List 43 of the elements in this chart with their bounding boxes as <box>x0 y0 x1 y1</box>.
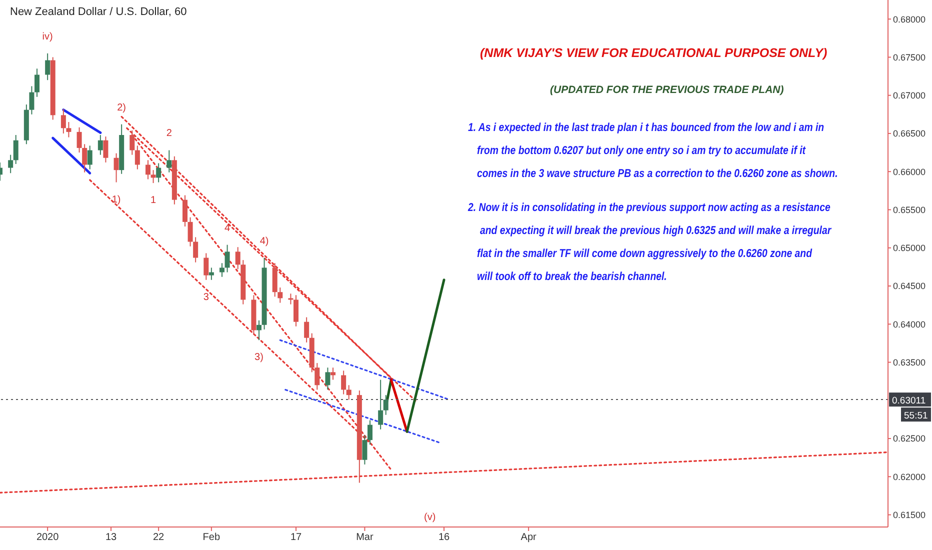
annotation: 2. Now it is in consolidating in the previous support now acting as a resistance <box>468 202 830 214</box>
annotation: 1 <box>150 195 157 206</box>
annotation: flat in the smaller TF will come down aggressively to the 0.6260 zone and <box>477 248 812 260</box>
y-tick-label: 0.65000 <box>893 243 926 254</box>
annotation: from the bottom 0.6207 but only one entry so i am try to accumulate if it <box>477 145 806 157</box>
x-tick-label: Mar <box>356 532 374 544</box>
annotation: 4) <box>260 236 269 247</box>
annotation: (NMK VIJAY'S VIEW FOR EDUCATIONAL PURPOSE ONLY) <box>480 46 828 60</box>
annotation: (v) <box>424 512 436 523</box>
y-tick-label: 0.67500 <box>893 52 926 62</box>
y-tick-label: 0.62500 <box>893 434 926 444</box>
x-tick-label: Apr <box>520 532 538 544</box>
y-tick-label: 0.64000 <box>893 319 926 330</box>
y-tick-label: 0.61500 <box>893 510 926 520</box>
y-tick-label: 0.62000 <box>893 472 926 482</box>
annotation: (UPDATED FOR THE PREVIOUS TRADE PLAN) <box>550 84 784 96</box>
x-tick-label: 22 <box>153 532 165 544</box>
y-tick-label: 0.63500 <box>893 357 926 368</box>
annotation: 3 <box>203 292 210 303</box>
annotation: 2) <box>117 102 126 114</box>
annotation: 4 <box>224 222 231 234</box>
text: 55:51 <box>904 410 928 422</box>
x-tick-label: 16 <box>438 532 450 544</box>
y-tick-label: 0.68000 <box>893 14 926 24</box>
annotation: 2 <box>166 128 172 140</box>
y-tick-label: 0.64500 <box>893 281 926 292</box>
annotation: 1. As i expected in the last trade plan i t has bounced from the low and i am in <box>468 122 824 134</box>
annotation: and expecting it will break the previous high 0.6325 and will make a irregular <box>480 225 832 237</box>
x-tick-label: 13 <box>105 532 117 544</box>
y-tick-label: 0.65500 <box>893 204 926 215</box>
annotation: will took off to break the bearish channel. <box>477 271 667 283</box>
annotation: 3) <box>254 352 264 364</box>
y-tick-label: 0.66500 <box>893 128 926 139</box>
x-tick-label: 2020 <box>36 532 60 544</box>
annotation: comes in the 3 wave structure PB as a correction to the 0.6260 zone as shown. <box>477 168 838 180</box>
y-tick-label: 0.66000 <box>893 166 926 177</box>
annotation: iv) <box>42 31 53 42</box>
text: New Zealand Dollar / U.S. Dollar, 60 <box>10 6 187 18</box>
ref-line-label: 0.63011 <box>892 396 926 407</box>
annotation: 1) <box>112 194 121 206</box>
x-tick-label: 17 <box>290 532 302 544</box>
x-tick-label: Feb <box>202 532 220 544</box>
y-tick-label: 0.67000 <box>893 90 926 101</box>
